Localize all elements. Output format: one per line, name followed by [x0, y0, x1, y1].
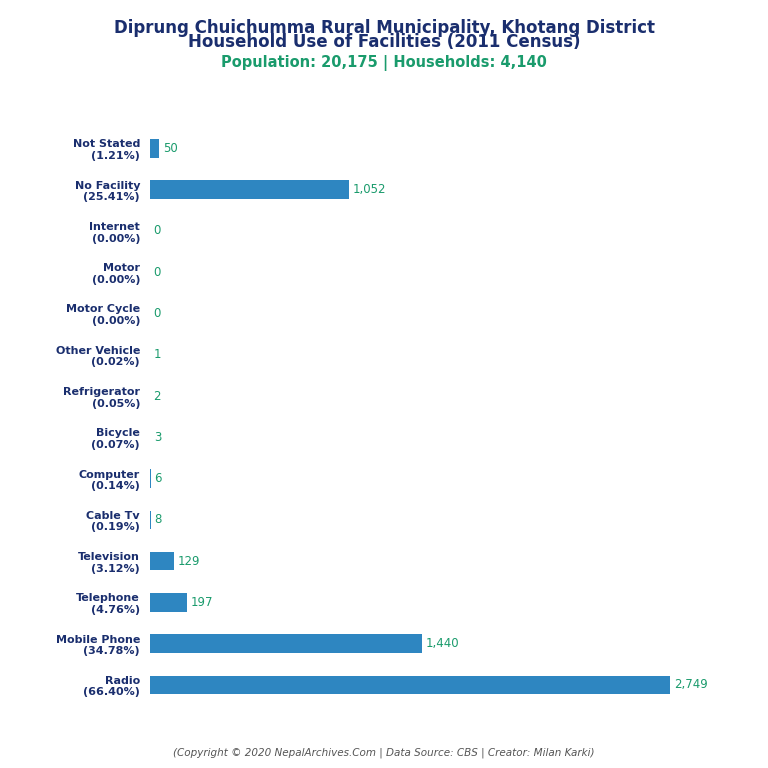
Text: 2,749: 2,749 — [674, 678, 707, 691]
Bar — [150, 180, 349, 199]
Bar — [150, 634, 422, 653]
Text: 1,440: 1,440 — [425, 637, 459, 650]
Text: 0: 0 — [153, 224, 161, 237]
Bar — [150, 511, 151, 529]
Text: Diprung Chuichumma Rural Municipality, Khotang District: Diprung Chuichumma Rural Municipality, K… — [114, 19, 654, 37]
Bar — [150, 551, 174, 571]
Text: 2: 2 — [154, 389, 161, 402]
Bar — [150, 593, 187, 611]
Text: Household Use of Facilities (2011 Census): Household Use of Facilities (2011 Census… — [187, 33, 581, 51]
Text: 0: 0 — [153, 266, 161, 279]
Text: 3: 3 — [154, 431, 161, 444]
Text: 1,052: 1,052 — [353, 183, 386, 196]
Text: 1: 1 — [154, 348, 161, 361]
Bar — [150, 139, 159, 157]
Bar — [150, 676, 670, 694]
Text: 6: 6 — [154, 472, 162, 485]
Bar — [150, 469, 151, 488]
Text: Population: 20,175 | Households: 4,140: Population: 20,175 | Households: 4,140 — [221, 55, 547, 71]
Text: 50: 50 — [163, 142, 177, 155]
Text: 8: 8 — [154, 513, 162, 526]
Text: (Copyright © 2020 NepalArchives.Com | Data Source: CBS | Creator: Milan Karki): (Copyright © 2020 NepalArchives.Com | Da… — [174, 747, 594, 758]
Text: 0: 0 — [153, 307, 161, 320]
Text: 197: 197 — [190, 596, 213, 609]
Text: 129: 129 — [177, 554, 200, 568]
